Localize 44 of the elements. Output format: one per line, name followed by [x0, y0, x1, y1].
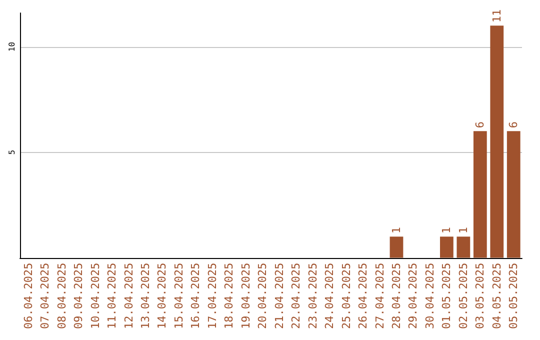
- x-tick-label: 07.04.2025: [38, 262, 52, 330]
- x-tick-label: 27.04.2025: [373, 262, 386, 330]
- x-tick-label: 13.04.2025: [139, 262, 152, 330]
- x-tick-label: 26.04.2025: [356, 262, 370, 330]
- x-tick-label: 10.04.2025: [88, 262, 102, 330]
- x-tick-label: 04.05.2025: [490, 262, 504, 330]
- bar: [473, 131, 487, 258]
- x-tick-label: 19.04.2025: [239, 262, 252, 330]
- x-tick-label: 22.04.2025: [290, 262, 303, 330]
- x-tick-label: 20.04.2025: [256, 262, 270, 330]
- data-label: 1: [440, 227, 454, 234]
- y-tick-label: 5: [8, 150, 16, 155]
- x-tick-label: 24.04.2025: [323, 262, 336, 330]
- x-tick-label: 05.05.2025: [507, 262, 520, 330]
- bar: [490, 26, 504, 258]
- data-label: 1: [456, 227, 470, 234]
- x-tick-label: 18.04.2025: [222, 262, 236, 330]
- bar: [506, 131, 520, 258]
- x-tick-label: 09.04.2025: [72, 262, 86, 330]
- data-label: 6: [474, 122, 487, 128]
- x-tick-label: 23.04.2025: [306, 262, 320, 330]
- x-tick-label: 01.05.2025: [440, 262, 454, 330]
- data-label: 1: [390, 227, 403, 234]
- x-tick-label: 16.04.2025: [189, 262, 202, 330]
- x-tick-label: 12.04.2025: [122, 262, 136, 330]
- x-tick-label: 06.04.2025: [22, 262, 35, 330]
- x-tick-label: 08.04.2025: [55, 262, 68, 330]
- x-tick-label: 25.04.2025: [340, 262, 353, 330]
- x-tick-label: 28.04.2025: [390, 262, 403, 330]
- bar: [440, 236, 454, 258]
- data-label: 11: [490, 9, 504, 23]
- bar: [390, 236, 404, 258]
- x-tick-label: 02.05.2025: [456, 262, 470, 330]
- x-tick-label: 29.04.2025: [406, 262, 420, 330]
- x-tick-label: 03.05.2025: [474, 262, 487, 330]
- x-tick-label: 21.04.2025: [272, 262, 286, 330]
- data-label: 6: [507, 122, 520, 128]
- x-tick-label: 30.04.2025: [423, 262, 436, 330]
- x-tick-label: 11.04.2025: [106, 262, 119, 330]
- bar: [456, 236, 470, 258]
- x-tick-label: 15.04.2025: [172, 262, 186, 330]
- x-tick-label: 14.04.2025: [156, 262, 169, 330]
- x-tick-label: 17.04.2025: [206, 262, 219, 330]
- y-tick-label: 10: [8, 42, 16, 52]
